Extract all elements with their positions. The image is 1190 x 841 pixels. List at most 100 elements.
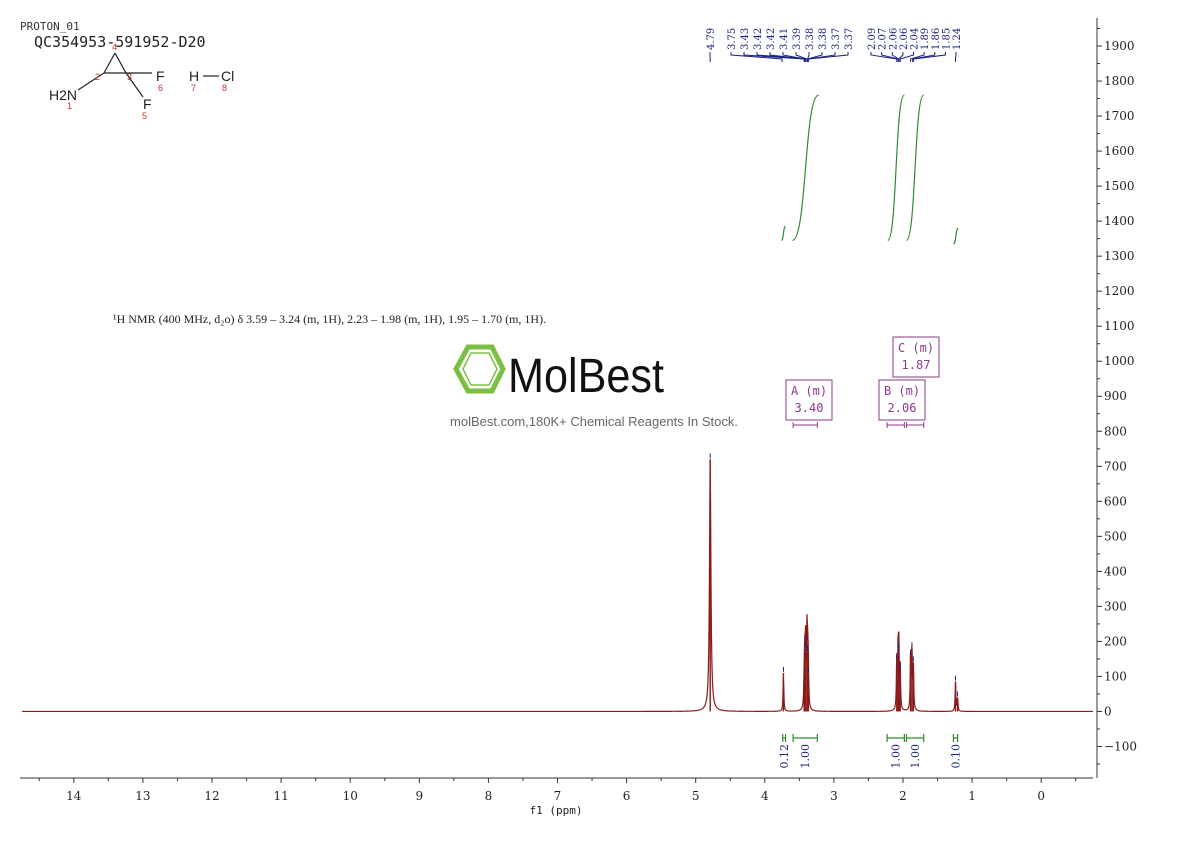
peak-label: 1.24 (952, 28, 963, 50)
bond-3-4 (114, 52, 127, 74)
spectrum (22, 453, 1093, 713)
benzene-logo-icon (453, 344, 506, 394)
y-tick-label: 1400 (1104, 214, 1135, 228)
peak-label: 2.07 (878, 28, 889, 50)
multiplet-annotations: A (m) 3.40 B (m) 2.06 C (m) 1.87 (785, 336, 940, 428)
integral-curve (792, 94, 820, 241)
atom-number-3: 3 (127, 72, 132, 82)
peak-label: 2.09 (867, 28, 878, 50)
y-tick-label: 1700 (1104, 109, 1135, 123)
peak-label: 3.43 (740, 28, 751, 50)
atom-number-4: 4 (112, 42, 117, 52)
y-tick-label: 0 (1104, 704, 1112, 718)
peak-label: 3.75 (727, 28, 738, 50)
peak-label: 3.37 (831, 28, 842, 50)
x-tick-label: 7 (554, 789, 562, 803)
peak-label: 3.42 (766, 28, 777, 50)
atom-number-6: 6 (158, 83, 163, 93)
bond-3-5 (125, 72, 144, 98)
peak-label-connector (910, 52, 925, 62)
peak-label-connector (912, 52, 946, 62)
integral-curves (780, 94, 959, 245)
atom-label-7: H (189, 68, 199, 84)
atom-label-8: Cl (221, 68, 234, 84)
peak-label: 3.37 (844, 28, 855, 50)
y-tick-label: 400 (1104, 564, 1127, 578)
x-tick-label: 8 (485, 789, 493, 803)
x-tick-label: 3 (830, 789, 838, 803)
multiplet-box (878, 379, 926, 421)
peak-label-connector (912, 52, 936, 62)
x-tick-label: 14 (66, 789, 82, 803)
peak-label: 2.06 (899, 28, 910, 50)
atom-label-5: F (143, 96, 152, 112)
y-tick-label: 700 (1104, 459, 1127, 473)
peak-label: 1.89 (920, 28, 931, 50)
y-tick-label: 1600 (1104, 144, 1135, 158)
peak-label: 3.38 (818, 28, 829, 50)
benzene-logo-inner-icon (462, 352, 498, 386)
x-tick-label: 11 (273, 789, 288, 803)
y-tick-label: 900 (1104, 389, 1127, 403)
y-tick-label: 100 (1104, 669, 1127, 683)
peak-label-connector (730, 52, 783, 62)
x-axis-label: f1 (ppm) (530, 804, 583, 817)
integral-value: 1.00 (890, 744, 903, 769)
peak-label-connector (743, 52, 805, 62)
x-tick-label: 6 (623, 789, 631, 803)
atom-number-7: 7 (191, 83, 196, 93)
y-tick-label: 200 (1104, 634, 1127, 648)
y-tick-label: 1800 (1104, 74, 1135, 88)
peak-label-connector (954, 52, 957, 62)
x-tick-label: 13 (135, 789, 150, 803)
peak-label-connector (898, 52, 904, 62)
x-tick-label: 4 (761, 789, 769, 803)
y-tick-label: 500 (1104, 529, 1127, 543)
y-tick-label: 600 (1104, 494, 1127, 508)
multiplet-shift: 3.40 (795, 401, 824, 415)
x-tick-label: 12 (204, 789, 219, 803)
peak-label: 3.39 (792, 28, 803, 50)
peak-label-connector (807, 52, 849, 62)
peak-label-connector (807, 52, 823, 62)
peak-label: 3.38 (805, 28, 816, 50)
integral-value: 1.00 (909, 744, 922, 769)
brand-name: MolBest (508, 350, 664, 403)
y-tick-label: 300 (1104, 599, 1127, 613)
peak-label-connector (769, 52, 806, 62)
bond-1-2 (77, 72, 105, 91)
x-tick-label: 5 (692, 789, 700, 803)
experiment-label: PROTON_01 (20, 20, 80, 33)
atom-label-1: H2N (49, 87, 77, 103)
integral-curve (887, 94, 905, 241)
integral-curve (952, 227, 959, 245)
multiplet-label: B (m) (884, 384, 920, 398)
y-tick-label: 800 (1104, 424, 1127, 438)
peak-label-connector (782, 52, 807, 62)
molbest-watermark: MolBest molBest.com,180K+ Chemical Reage… (450, 344, 738, 429)
integral-value: 0.12 (778, 744, 791, 769)
multiplet-shift: 2.06 (888, 401, 917, 415)
atom-number-8: 8 (222, 83, 227, 93)
atom-number-1: 1 (67, 101, 72, 111)
peak-label: 1.86 (931, 28, 942, 50)
peak-label-connector (756, 52, 806, 62)
peak-label-connector (899, 52, 914, 62)
spectrum-line (22, 461, 1093, 713)
atom-label-6: F (156, 68, 165, 84)
bond-2-4 (103, 52, 116, 74)
peak-label: 3.41 (779, 28, 790, 50)
y-tick-label: 1100 (1104, 319, 1135, 333)
peak-labels: 4.79 3.75 3.43 3.42 3.42 3.41 3.39 3.38 3.38 3.37… (706, 28, 963, 62)
peak-label-connector (870, 52, 898, 62)
x-tick-label: 10 (343, 789, 358, 803)
y-tick-label: 1500 (1104, 179, 1135, 193)
x-tick-label: 2 (899, 789, 907, 803)
x-tick-label: 0 (1037, 789, 1045, 803)
x-axis-ticks: 14 13 12 11 10 9 8 7 6 5 4 3 2 1 0 (38, 778, 1077, 803)
multiplet-shift: 1.87 (902, 358, 931, 372)
integral-value: 1.00 (799, 744, 812, 769)
peak-label-connector (881, 52, 899, 62)
y-tick-label: 1000 (1104, 354, 1135, 368)
